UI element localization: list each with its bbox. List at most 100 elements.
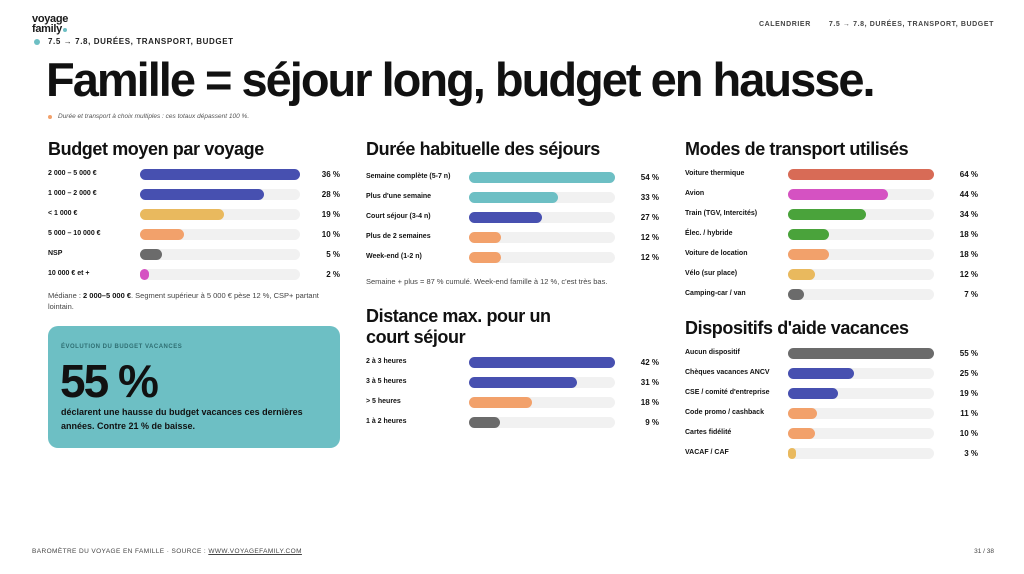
page-title: Famille = séjour long, budget en hausse. [46, 53, 876, 106]
bar-value-label: 12 % [640, 252, 659, 262]
bar-label: CSE / comité d'entreprise [685, 388, 770, 396]
bar-row: Cartes fidélité 10 % [685, 423, 978, 443]
bar [469, 211, 542, 223]
bar-label: > 5 heures [366, 397, 401, 405]
bar-row: Vélo (sur place) 12 % [685, 264, 978, 284]
bar-track [788, 168, 934, 180]
bar-label: Plus de 2 semaines [366, 232, 431, 240]
bar-value-label: 12 % [640, 232, 659, 242]
caption-budget-median: 2 000–5 000 € [83, 291, 131, 300]
kicker-bullet-icon [34, 38, 40, 45]
bar-track [140, 268, 300, 280]
bar-value-label: 27 % [640, 212, 659, 222]
caption-duration: Semaine + plus = 87 % cumulé. Week-end f… [366, 277, 608, 286]
bar-label: Voiture thermique [685, 169, 745, 177]
bar-label: Avion [685, 189, 705, 197]
bar-value-label: 19 % [321, 209, 340, 219]
bar-label: Court séjour (3-4 n) [366, 212, 431, 220]
bar-value-label: 55 % [959, 348, 978, 358]
bar-label: 3 à 5 heures [366, 377, 407, 385]
bar [788, 387, 839, 399]
bar-track [469, 416, 615, 428]
bar-label: Cartes fidélité [685, 428, 732, 436]
bar-track [469, 211, 615, 223]
bar-track [788, 188, 934, 200]
bar-value-label: 7 % [964, 289, 978, 299]
bar-track [788, 427, 934, 439]
logo-line-2: family [32, 23, 62, 35]
bar-row: Élec. / hybride 18 % [685, 224, 978, 244]
bar-row: 10 000 € et + 2 % [48, 264, 340, 284]
bar-row: CSE / comité d'entreprise 19 % [685, 383, 978, 403]
bar [140, 248, 163, 260]
bar-row: < 1 000 € 19 % [48, 204, 340, 224]
chart-transport: Voiture thermique 64 % Avion 44 % Train (TGV… [685, 164, 978, 304]
bar [788, 288, 804, 300]
bar-label: Camping-car / van [685, 289, 746, 297]
bar-value-label: 25 % [959, 368, 978, 378]
bar-value-label: 44 % [959, 189, 978, 199]
bar [788, 427, 815, 439]
bar-track [140, 168, 300, 180]
caption-budget-prefix: Médiane : [48, 291, 84, 300]
bar-value-label: 11 % [960, 408, 978, 418]
bar-label: Code promo / cashback [685, 408, 764, 416]
bar-row: Plus d'une semaine 33 % [366, 187, 659, 207]
bar [140, 208, 225, 220]
nav-item-calendrier[interactable]: CALENDRIER [758, 21, 811, 28]
bar-track [788, 288, 934, 300]
bar-row: 1 à 2 heures 9 % [366, 412, 659, 432]
bar-track [140, 188, 300, 200]
bar-track [469, 356, 615, 368]
bar-row: > 5 heures 18 % [366, 392, 659, 412]
bar-value-label: 64 % [959, 169, 978, 179]
bar-row: NSP 5 % [48, 244, 340, 264]
bar-value-label: 34 % [959, 209, 978, 219]
bar-track [469, 231, 615, 243]
bar-track [788, 387, 934, 399]
bar-row: Semaine complète (5-7 n) 54 % [366, 167, 659, 187]
bar-row: Chèques vacances ANCV 25 % [685, 363, 978, 383]
bar [788, 407, 818, 419]
bar-label: Vélo (sur place) [685, 269, 738, 277]
bar [788, 228, 830, 240]
bar-value-label: 19 % [959, 388, 978, 398]
bar-row: Plus de 2 semaines 12 % [366, 227, 659, 247]
brand-logo: voyage family [32, 14, 68, 35]
footer-source-link[interactable]: WWW.VOYAGEFAMILY.COM [208, 548, 302, 555]
bar [469, 416, 501, 428]
bar-value-label: 18 % [959, 229, 978, 239]
footer-source: BAROMÈTRE DU VOYAGE EN FAMILLE · SOURCE … [32, 548, 302, 555]
section-kicker: 7.5 → 7.8, DURÉES, TRANSPORT, BUDGET [34, 37, 234, 46]
bar-row: Train (TGV, Intercités) 34 % [685, 204, 978, 224]
caption-budget: Médiane : 2 000–5 000 €. Segment supérie… [48, 290, 340, 312]
bar-value-label: 28 % [321, 189, 340, 199]
bar-track [788, 208, 934, 220]
bar-value-label: 36 % [321, 169, 340, 179]
bar [469, 231, 502, 243]
bar-value-label: 10 % [959, 428, 978, 438]
bar-label: 2 à 3 heures [366, 357, 407, 365]
bar-track [788, 248, 934, 260]
callout-kicker: ÉVOLUTION DU BUDGET VACANCES [61, 344, 183, 350]
budget-evolution-callout: ÉVOLUTION DU BUDGET VACANCES 55 % déclar… [48, 326, 340, 448]
top-navigation: CALENDRIER 7.5 → 7.8, DURÉES, TRANSPORT,… [759, 21, 994, 28]
bar-label: Élec. / hybride [685, 229, 733, 237]
bar-value-label: 3 % [964, 448, 978, 458]
bar-value-label: 5 % [326, 249, 340, 259]
bar-row: Aucun dispositif 55 % [685, 343, 978, 363]
chart-budget: 2 000 – 5 000 € 36 % 1 000 – 2 000 € 28 % < … [48, 164, 340, 284]
bar-value-label: 2 % [326, 269, 340, 279]
bar-label: Train (TGV, Intercités) [685, 209, 758, 217]
bar-row: 2 000 – 5 000 € 36 % [48, 164, 340, 184]
chart-title-transport: Modes de transport utilisés [685, 139, 909, 159]
bar-track [788, 367, 934, 379]
bar-track [469, 171, 615, 183]
note-bullet-icon [48, 114, 52, 119]
bar-label: 1 à 2 heures [366, 417, 407, 425]
bar-track [140, 248, 300, 260]
page-number: 31 / 38 [974, 548, 994, 555]
chart-title-distance: Distance max. pour un court séjour [366, 306, 551, 347]
bar [788, 208, 866, 220]
nav-item-current-section[interactable]: 7.5 → 7.8, DURÉES, TRANSPORT, BUDGET [828, 21, 994, 28]
